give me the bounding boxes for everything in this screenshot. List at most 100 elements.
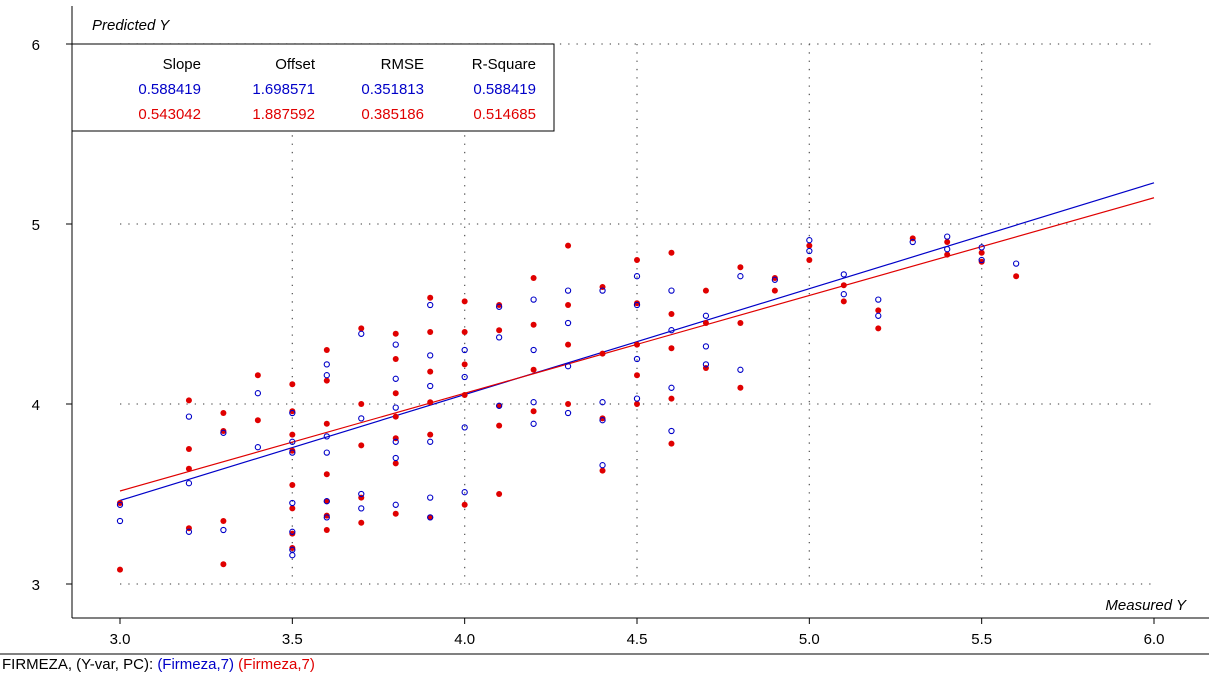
- red-point: [875, 307, 882, 314]
- red-point: [530, 275, 537, 281]
- red-point: [496, 491, 503, 497]
- blue-point: [323, 372, 330, 379]
- blue-point: [599, 462, 606, 469]
- blue-point: [668, 287, 675, 294]
- blue-point: [702, 361, 710, 368]
- blue-point: [220, 429, 227, 436]
- blue-point: [633, 301, 641, 309]
- footer-series-blue: (Firmeza,7): [157, 656, 234, 673]
- blue-point: [806, 237, 813, 244]
- red-point: [358, 519, 365, 526]
- red-point: [565, 242, 572, 249]
- red-point: [668, 311, 675, 317]
- footer-caption: FIRMEZA, (Y-var, PC): (Firmeza,7) (Firme…: [2, 656, 315, 673]
- blue-point: [530, 420, 537, 427]
- blue-point: [289, 409, 296, 417]
- x-axis-title: Measured Y: [1105, 597, 1187, 614]
- blue-point: [495, 402, 503, 409]
- blue-point: [220, 526, 227, 534]
- blue-point: [702, 343, 710, 350]
- red-point: [668, 440, 675, 447]
- y-tick-label: 5: [32, 217, 40, 234]
- blue-point: [564, 363, 572, 370]
- blue-point: [185, 413, 193, 420]
- red-point: [599, 350, 606, 357]
- blue-point: [909, 238, 916, 246]
- blue-point: [461, 489, 468, 496]
- stats-red-rmse: 0.385186: [361, 106, 424, 123]
- blue-point: [358, 505, 365, 512]
- red-point: [185, 446, 192, 452]
- blue-point: [978, 244, 985, 251]
- red-point: [737, 384, 744, 391]
- red-point: [771, 287, 778, 294]
- blue-point: [875, 312, 882, 319]
- red-point: [978, 258, 985, 265]
- red-point: [530, 366, 537, 373]
- blue-point: [427, 438, 434, 445]
- red-point: [254, 417, 261, 424]
- stats-red-offset: 1.887592: [252, 106, 315, 123]
- red-point: [668, 395, 675, 402]
- x-tick-label: 6.0: [1144, 631, 1165, 648]
- blue-point: [461, 373, 468, 381]
- red-point: [599, 415, 606, 422]
- stats-blue-rmse: 0.351813: [361, 81, 424, 98]
- blue-point: [978, 256, 985, 264]
- blue-point: [392, 375, 399, 382]
- blue-point: [323, 361, 330, 368]
- red-point: [289, 431, 296, 438]
- red-point: [289, 545, 296, 551]
- blue-point: [461, 424, 468, 431]
- blue-point: [392, 438, 399, 445]
- red-point: [392, 460, 399, 467]
- red-point: [323, 420, 330, 427]
- blue-point: [668, 384, 675, 391]
- blue-point: [599, 399, 606, 406]
- blue-point: [427, 514, 434, 521]
- red-point: [496, 327, 503, 334]
- stats-red-rsquare: 0.514685: [473, 106, 536, 123]
- red-point: [634, 401, 640, 407]
- blue-point: [427, 301, 434, 309]
- red-point: [323, 498, 330, 505]
- red-point: [392, 330, 399, 337]
- red-point: [392, 510, 399, 517]
- y-tick-label: 4: [32, 397, 40, 414]
- y-tick-label: 3: [32, 577, 40, 594]
- blue-point: [599, 287, 606, 294]
- red-point: [185, 397, 192, 404]
- red-point: [220, 410, 227, 416]
- red-point: [668, 345, 675, 352]
- blue-point: [254, 444, 262, 451]
- blue-point: [289, 449, 296, 456]
- blue-point: [289, 552, 296, 559]
- blue-point: [530, 296, 537, 303]
- red-point: [392, 356, 399, 362]
- blue-point: [737, 366, 744, 373]
- red-point: [634, 341, 640, 348]
- blue-point: [668, 427, 675, 435]
- blue-point: [530, 399, 537, 406]
- red-point: [220, 428, 227, 434]
- red-point: [668, 249, 675, 256]
- red-point: [634, 257, 640, 263]
- red-point: [323, 512, 330, 519]
- red-point: [185, 465, 192, 472]
- red-point: [806, 257, 813, 263]
- blue-point: [289, 499, 296, 507]
- blue-point: [944, 246, 951, 253]
- red-point: [944, 251, 951, 258]
- stats-blue-offset: 1.698571: [252, 81, 315, 98]
- red-point: [806, 242, 813, 249]
- blue-point: [254, 390, 262, 397]
- blue-point: [1012, 260, 1020, 267]
- red-point: [565, 341, 572, 348]
- stats-header-offset: Offset: [275, 56, 316, 73]
- red-point: [323, 527, 330, 533]
- red-point: [496, 402, 503, 409]
- red-point: [427, 368, 434, 375]
- blue-point: [427, 494, 434, 501]
- red-point: [840, 298, 847, 305]
